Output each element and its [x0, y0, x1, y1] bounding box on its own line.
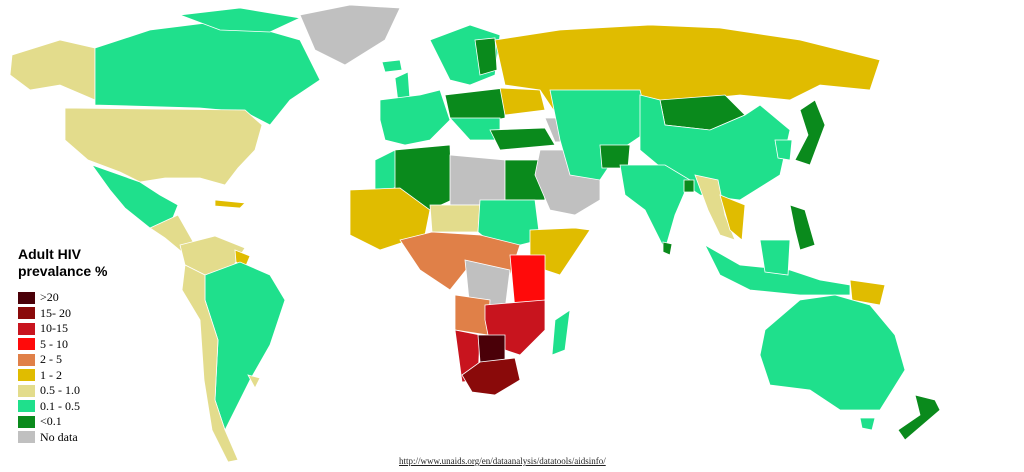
legend-swatch — [18, 322, 35, 335]
legend-item: 5 - 10 — [18, 337, 108, 353]
legend-label: 15- 20 — [40, 305, 71, 320]
country-cambodia-vietnam — [719, 194, 746, 241]
legend-swatch — [18, 338, 35, 351]
country-new-zealand — [897, 394, 941, 441]
country-australia — [759, 294, 906, 411]
legend-label: 10-15 — [40, 321, 68, 336]
country-korea — [774, 139, 793, 161]
legend-label: >20 — [40, 290, 59, 305]
legend-title-line2: prevalance % — [18, 263, 108, 279]
legend-swatch — [18, 384, 35, 397]
legend-item: 15- 20 — [18, 306, 108, 322]
legend-label: <0.1 — [40, 414, 62, 429]
legend-swatch — [18, 431, 35, 444]
country-europe-west — [379, 89, 451, 146]
legend-item: >20 — [18, 290, 108, 306]
country-papua-new-guinea — [849, 279, 886, 306]
country-india — [619, 164, 691, 252]
legend-swatch — [18, 307, 35, 320]
legend-label: 2 - 5 — [40, 352, 62, 367]
legend-label: 5 - 10 — [40, 336, 68, 351]
country-peru-chile — [181, 264, 239, 463]
legend-item: No data — [18, 430, 108, 446]
country-madagascar — [551, 309, 571, 356]
legend-item: 1 - 2 — [18, 368, 108, 384]
legend-title: Adult HIV prevalance % — [18, 246, 108, 280]
country-iceland — [381, 59, 403, 73]
country-balkans — [449, 117, 501, 141]
country-myanmar-thailand — [694, 174, 736, 241]
legend-title-line1: Adult HIV — [18, 246, 81, 262]
country-south-africa — [461, 357, 521, 396]
legend-label: 0.5 - 1.0 — [40, 383, 80, 398]
country-canada-arctic — [179, 7, 302, 33]
legend-item: 0.5 - 1.0 — [18, 383, 108, 399]
legend-swatch — [18, 400, 35, 413]
country-niger-chad — [429, 204, 481, 233]
legend-item: 10-15 — [18, 321, 108, 337]
legend-swatch — [18, 369, 35, 382]
legend-swatch — [18, 353, 35, 366]
country-egypt — [504, 159, 546, 201]
country-caribbean — [214, 199, 246, 209]
country-central-africa — [399, 231, 521, 291]
legend-label: No data — [40, 429, 78, 444]
country-sri-lanka — [662, 241, 673, 256]
source-link[interactable]: http://www.unaids.org/en/dataanalysis/da… — [399, 456, 606, 466]
legend-swatch — [18, 291, 35, 304]
country-bangladesh — [683, 179, 695, 193]
legend-item: 2 - 5 — [18, 352, 108, 368]
country-philippines — [789, 204, 816, 251]
country-tasmania — [859, 417, 876, 431]
country-ukraine — [499, 87, 546, 116]
country-greenland — [299, 4, 401, 66]
country-japan — [794, 99, 826, 166]
legend-label: 0.1 - 0.5 — [40, 398, 80, 413]
legend-swatch — [18, 415, 35, 428]
country-alaska — [9, 39, 96, 101]
legend-label: 1 - 2 — [40, 367, 62, 382]
legend-item: <0.1 — [18, 414, 108, 430]
country-afghanistan — [599, 144, 631, 169]
legend: Adult HIV prevalance % >20 15- 20 10-15 5 -… — [18, 246, 108, 445]
country-finland — [474, 37, 498, 76]
country-usa — [64, 107, 263, 186]
country-libya — [449, 154, 506, 206]
country-borneo — [759, 239, 791, 276]
country-turkey — [489, 127, 556, 151]
country-botswana — [477, 334, 506, 363]
legend-item: 0.1 - 0.5 — [18, 399, 108, 415]
country-uruguay — [247, 374, 261, 389]
